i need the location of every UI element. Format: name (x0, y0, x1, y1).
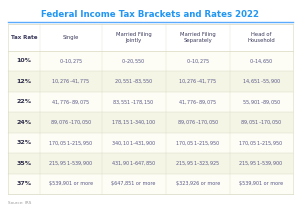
Text: 37%: 37% (16, 181, 32, 186)
Text: Source: IRS: Source: IRS (8, 201, 31, 205)
Bar (8, 112, 292, 132)
Text: $0–$10,275: $0–$10,275 (59, 57, 83, 65)
Text: $55,901–$89,050: $55,901–$89,050 (242, 98, 281, 106)
Text: $340,101–$431,900: $340,101–$431,900 (111, 139, 156, 146)
Bar (8, 24, 292, 51)
Text: Married Filing
Jointly: Married Filing Jointly (116, 32, 152, 43)
Text: 12%: 12% (16, 79, 32, 84)
Text: Tax Rate: Tax Rate (11, 35, 37, 40)
Text: $89,076–$170,050: $89,076–$170,050 (177, 119, 219, 126)
Bar (8, 173, 292, 194)
Bar (8, 71, 292, 92)
Text: Head of
Household: Head of Household (247, 32, 275, 43)
Text: $10,276–$41,775: $10,276–$41,775 (51, 78, 90, 85)
Text: Federal Income Tax Brackets and Rates 2022: Federal Income Tax Brackets and Rates 20… (41, 10, 259, 18)
Text: $41,776–$89,075: $41,776–$89,075 (51, 98, 90, 106)
Text: 22%: 22% (16, 99, 32, 104)
Text: 24%: 24% (16, 120, 32, 125)
Text: $539,901 or more: $539,901 or more (239, 181, 283, 186)
Text: $647,851 or more: $647,851 or more (111, 181, 156, 186)
Text: $89,051–$170,050: $89,051–$170,050 (240, 119, 282, 126)
Text: $41,776–$89,075: $41,776–$89,075 (178, 98, 217, 106)
Text: $323,926 or more: $323,926 or more (176, 181, 220, 186)
Text: $178,151–$340,100: $178,151–$340,100 (111, 119, 156, 126)
Text: $0–$20,550: $0–$20,550 (122, 57, 146, 65)
Text: $170,051–$215,950: $170,051–$215,950 (48, 139, 94, 146)
Text: $20,551–$83,550: $20,551–$83,550 (114, 78, 153, 85)
Text: $215,951–$539,900: $215,951–$539,900 (48, 160, 94, 167)
Text: $83,551–$178,150: $83,551–$178,150 (112, 98, 155, 106)
Text: $215,951–$323,925: $215,951–$323,925 (175, 160, 220, 167)
Text: $0–$14,650: $0–$14,650 (249, 57, 273, 65)
Text: $0–$10,275: $0–$10,275 (186, 57, 210, 65)
Text: $215,951–$539,900: $215,951–$539,900 (238, 160, 284, 167)
Text: Married Filing
Separately: Married Filing Separately (180, 32, 216, 43)
Bar (8, 92, 292, 112)
Bar (8, 51, 292, 71)
Text: $14,651–$55,900: $14,651–$55,900 (242, 78, 281, 85)
Text: $539,901 or more: $539,901 or more (49, 181, 93, 186)
Text: $431,901–$647,850: $431,901–$647,850 (111, 160, 156, 167)
Text: 10%: 10% (16, 58, 32, 63)
Text: Single: Single (63, 35, 79, 40)
Text: $170,051–$215,950: $170,051–$215,950 (238, 139, 284, 146)
Bar (8, 132, 292, 153)
Text: $170,051–$215,950: $170,051–$215,950 (175, 139, 220, 146)
Bar (8, 153, 292, 173)
Text: $10,276–$41,775: $10,276–$41,775 (178, 78, 217, 85)
Text: 32%: 32% (16, 140, 32, 145)
Text: $89,076–$170,050: $89,076–$170,050 (50, 119, 92, 126)
Text: 35%: 35% (16, 161, 32, 166)
